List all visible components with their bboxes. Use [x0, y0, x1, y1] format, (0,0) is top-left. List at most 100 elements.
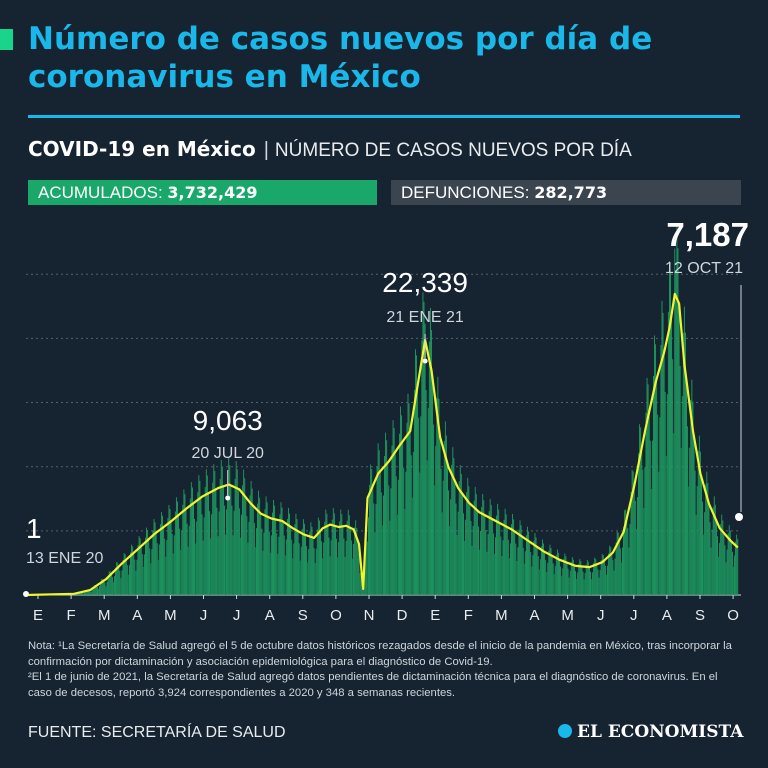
daily-cases-bar [497, 503, 499, 595]
daily-cases-bar [733, 566, 734, 595]
daily-cases-bar [448, 490, 449, 595]
daily-cases-bar [535, 537, 537, 595]
daily-cases-bar [164, 538, 166, 595]
daily-cases-bar [693, 437, 695, 595]
daily-cases-bar [370, 464, 372, 595]
daily-cases-bar [568, 577, 570, 595]
daily-cases-bar [722, 520, 724, 595]
x-tick-label: M [98, 607, 111, 624]
daily-cases-bar [453, 458, 455, 595]
daily-cases-bar [731, 551, 733, 595]
daily-cases-bar [132, 546, 134, 595]
daily-cases-bar [145, 537, 146, 595]
daily-cases-bar [440, 468, 442, 595]
x-tick-label: M [561, 607, 574, 624]
daily-cases-bar [420, 416, 422, 595]
daily-cases-bar [697, 450, 699, 595]
daily-cases-bar [354, 527, 356, 595]
daily-cases-bar [622, 547, 623, 595]
daily-cases-bar [549, 544, 551, 595]
daily-cases-bar [628, 547, 630, 595]
daily-cases-bar [193, 503, 194, 595]
daily-cases-bar [383, 495, 384, 595]
defunciones-label: DEFUNCIONES: [401, 183, 530, 202]
daily-cases-bar [595, 559, 597, 595]
daily-cases-bar [150, 563, 152, 595]
daily-cases-bar [681, 396, 683, 595]
source-text: FUENTE: SECRETARÍA DE SALUD [28, 724, 286, 741]
daily-cases-bar [606, 574, 607, 595]
daily-cases-bar [480, 531, 482, 595]
daily-cases-bar [221, 467, 223, 595]
daily-cases-bar [678, 303, 680, 595]
daily-cases-bar [353, 543, 355, 595]
daily-cases-bar [162, 515, 163, 595]
daily-cases-bar [517, 547, 519, 595]
daily-cases-bar [578, 563, 580, 595]
daily-cases-bar [357, 541, 359, 595]
daily-cases-bar [666, 394, 668, 595]
daily-cases-bar [481, 507, 483, 595]
daily-cases-bar [690, 399, 692, 595]
daily-cases-bar [618, 540, 620, 595]
daily-cases-bar [260, 513, 262, 595]
daily-cases-bar [599, 570, 601, 595]
daily-cases-bar [610, 547, 612, 595]
daily-cases-bar [402, 441, 404, 595]
daily-cases-bar [292, 558, 294, 595]
daily-cases-bar [672, 359, 674, 595]
daily-cases-bar [286, 518, 288, 595]
daily-cases-bar [673, 433, 675, 595]
daily-cases-bar [735, 541, 737, 595]
daily-cases-bar [258, 490, 260, 595]
annotation-marker [735, 513, 743, 521]
daily-cases-bar [127, 574, 129, 595]
x-tick-label: J [630, 607, 638, 624]
annotation-marker [422, 358, 428, 364]
daily-cases-bar [529, 541, 531, 595]
daily-cases-bar [339, 521, 341, 595]
daily-cases-bar [726, 549, 728, 595]
daily-cases-bar [623, 526, 625, 595]
daily-cases-bar [493, 553, 495, 595]
daily-cases-bar [702, 501, 703, 595]
daily-cases-bar [187, 546, 189, 595]
daily-cases-bar [295, 513, 297, 595]
daily-cases-bar [332, 508, 334, 595]
daily-cases-bar [546, 571, 548, 595]
daily-cases-bar [317, 517, 319, 595]
daily-cases-bar [320, 530, 321, 595]
x-tick-label: A [662, 607, 672, 624]
daily-cases-bar [467, 477, 469, 595]
daily-cases-bar [582, 571, 584, 595]
daily-cases-bar [701, 477, 702, 595]
daily-cases-bar [290, 526, 292, 595]
daily-cases-bar [604, 565, 606, 595]
daily-cases-bar [736, 534, 738, 595]
daily-cases-bar [80, 592, 82, 595]
daily-cases-bar [169, 509, 171, 595]
daily-cases-bar [179, 528, 181, 595]
daily-cases-bar [350, 540, 352, 595]
daily-cases-bar [539, 559, 541, 595]
daily-cases-bar [503, 519, 505, 595]
daily-cases-bar [451, 464, 453, 595]
daily-cases-bar [530, 551, 532, 595]
daily-cases-bar [318, 520, 320, 595]
daily-cases-bar [676, 224, 678, 595]
daily-cases-bar [468, 486, 470, 595]
daily-cases-bar [495, 537, 496, 595]
daily-cases-bar [165, 556, 167, 595]
annotation-marker [23, 591, 29, 597]
daily-cases-bar [163, 527, 165, 595]
daily-cases-bar [136, 559, 138, 595]
daily-cases-bar [140, 545, 142, 595]
daily-cases-bar [158, 544, 160, 595]
daily-cases-bar [323, 542, 325, 595]
daily-cases-bar [222, 486, 224, 595]
daily-cases-bar [134, 559, 136, 595]
daily-cases-bar [427, 407, 429, 595]
daily-cases-bar [343, 538, 345, 595]
daily-cases-bar [309, 531, 311, 595]
